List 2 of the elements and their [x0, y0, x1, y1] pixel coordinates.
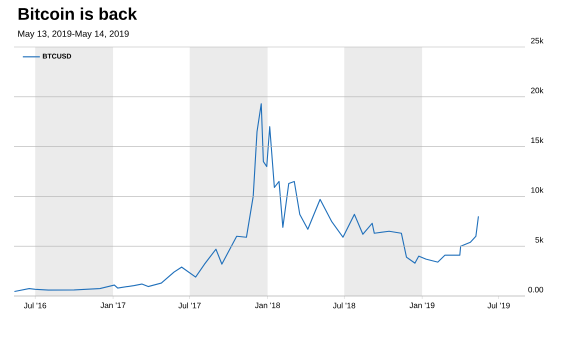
chart-subtitle: May 13, 2019-May 14, 2019 — [18, 30, 129, 39]
chart-title: Bitcoin is back — [18, 8, 138, 20]
